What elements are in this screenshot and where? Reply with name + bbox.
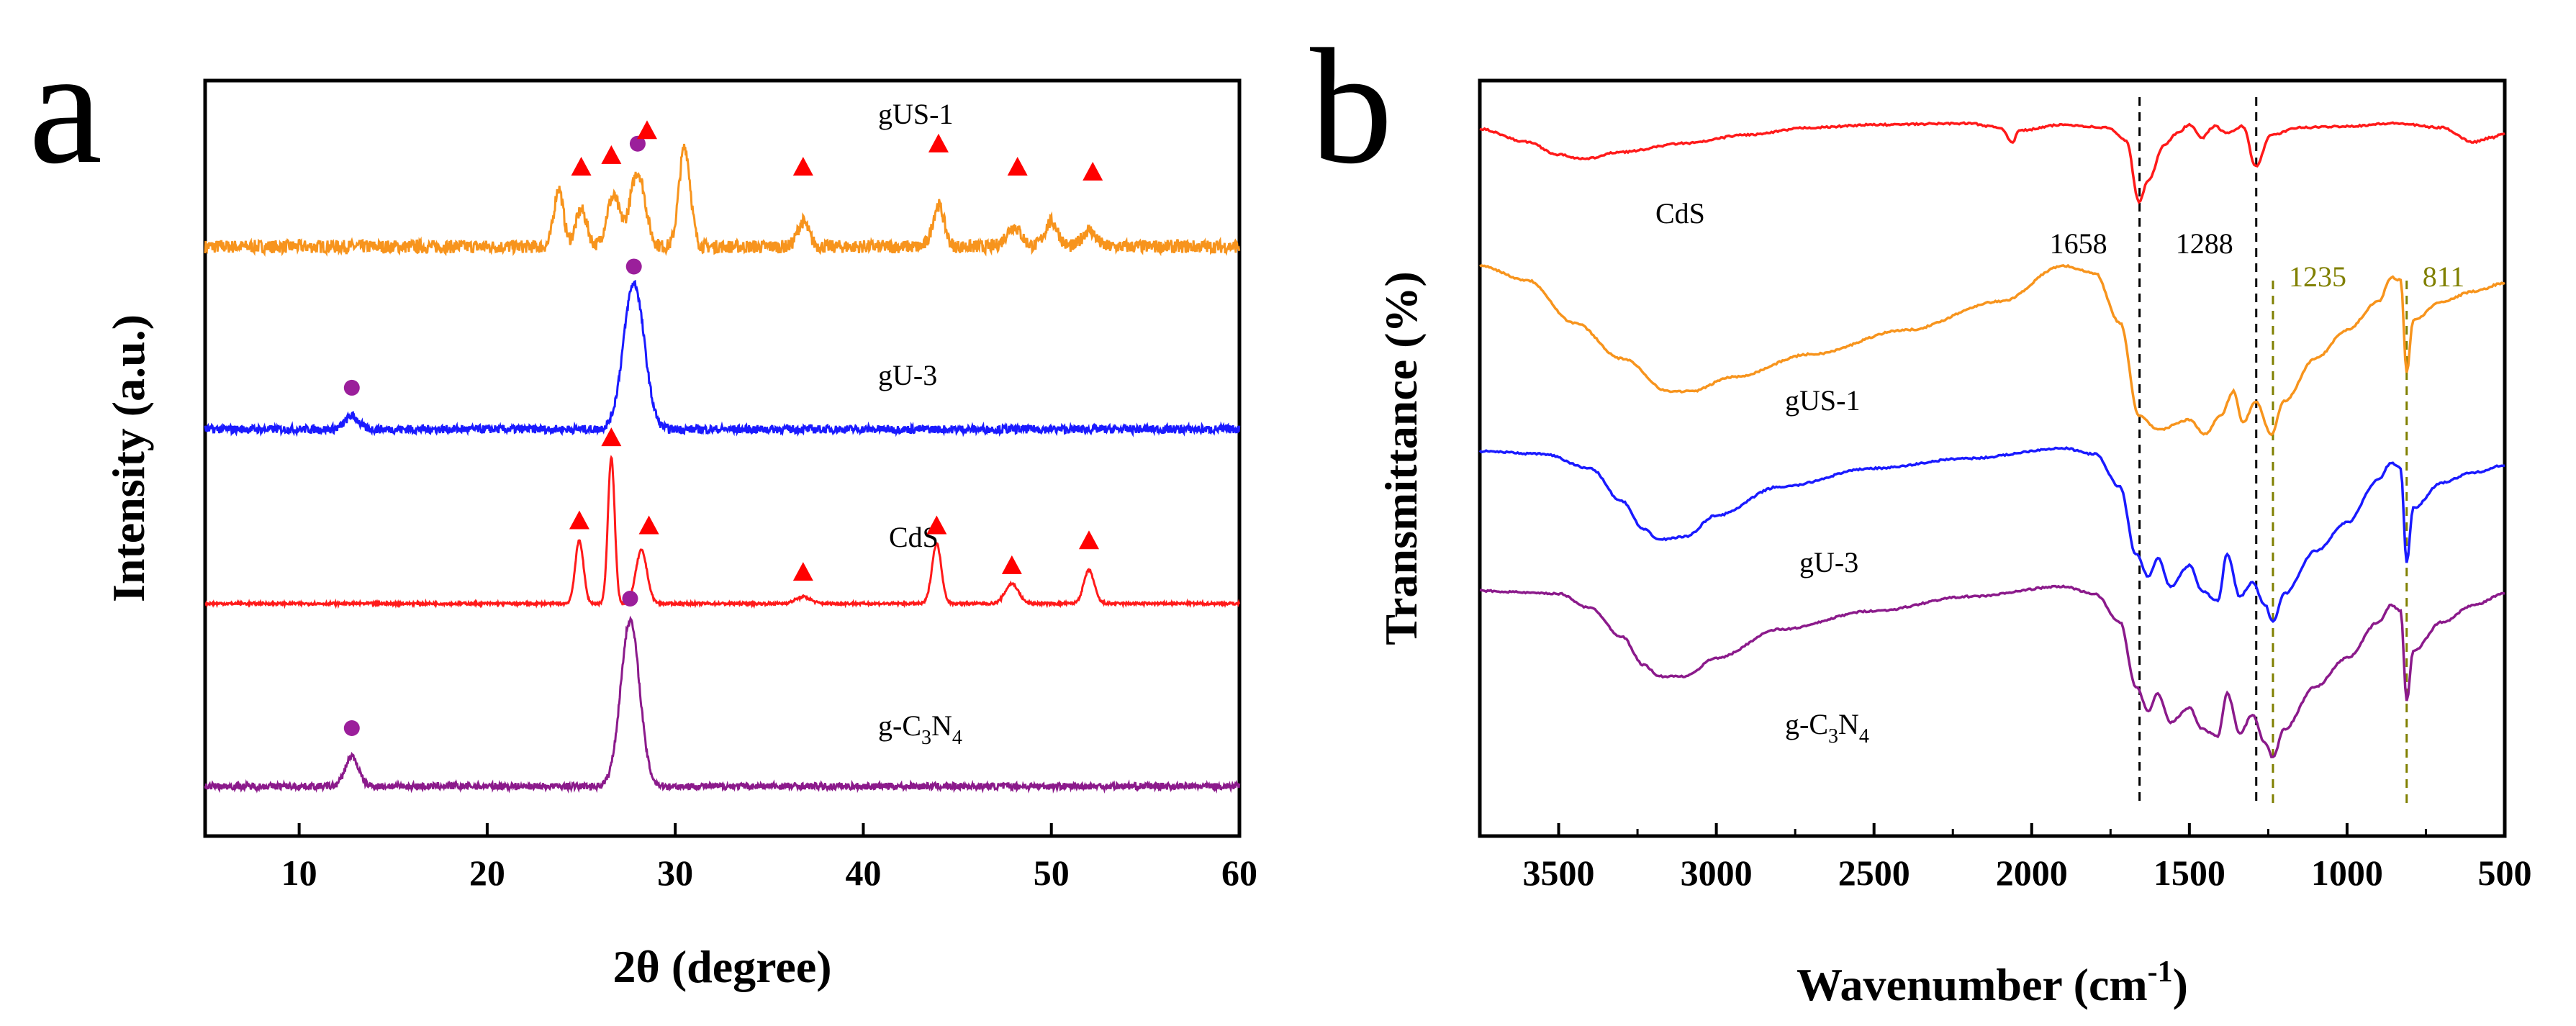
x-tick-label-b: 500 xyxy=(2478,853,2532,893)
cds-peak-marker xyxy=(601,145,622,164)
x-tick-label-a: 10 xyxy=(281,853,317,893)
gcn-peak-marker xyxy=(625,258,642,275)
ftir-series-cds xyxy=(1479,121,2505,205)
peak-label-811: 811 xyxy=(2423,260,2465,293)
cds-peak-marker xyxy=(601,427,622,447)
cds-peak-marker xyxy=(636,120,657,140)
series-label-cds: CdS xyxy=(889,521,939,553)
x-tick-label-a: 40 xyxy=(845,853,881,893)
gcn-peak-marker xyxy=(343,379,360,396)
x-axis-title-a: 2θ (degree) xyxy=(613,941,831,992)
xrd-series-gu-3 xyxy=(204,279,1241,437)
series-label-gus-1: gUS-1 xyxy=(1785,384,1860,417)
panel-a-plot-frame xyxy=(203,78,1242,838)
cds-peak-marker xyxy=(571,157,592,176)
peak-label-1658: 1658 xyxy=(2050,227,2107,260)
cds-peak-marker xyxy=(792,157,813,176)
x-tick-label-a: 50 xyxy=(1034,853,1070,893)
panel-a: 10 20 30 40 50 60 2θ (degree) Intensity (a.u.) g… xyxy=(103,78,1257,992)
cds-peak-marker xyxy=(638,515,659,535)
y-axis-title-b: Transmittance (%) xyxy=(1375,271,1427,645)
x-tick-label-b: 2000 xyxy=(1996,853,2068,893)
gcn-peak-marker xyxy=(629,135,646,152)
cds-peak-marker xyxy=(926,515,947,535)
ftir-series-gus-1 xyxy=(1479,263,2505,437)
cds-peak-marker xyxy=(792,562,813,581)
cds-peak-marker xyxy=(569,510,589,530)
x-axis-title-b: Wavenumber (cm-1) xyxy=(1797,955,2188,1010)
series-label-gus-1: gUS-1 xyxy=(878,98,953,130)
series-label-cds: CdS xyxy=(1655,197,1705,230)
x-tick-label-b: 3000 xyxy=(1681,853,1753,893)
cds-peak-marker xyxy=(1083,161,1103,181)
ftir-series-g-c3n4 xyxy=(1479,584,2505,758)
series-label-gu-3: gU-3 xyxy=(878,359,937,391)
panel-b-letter: b xyxy=(1310,14,1393,198)
x-tick-label-b: 3500 xyxy=(1523,853,1595,893)
panel-a-letter: a xyxy=(29,14,102,198)
panel-b: 3500 3000 2500 2000 1500 1000 500 Wavenumber (c… xyxy=(1375,78,2532,1010)
x-tick-label-a: 20 xyxy=(469,853,505,893)
peak-label-1288: 1288 xyxy=(2176,227,2233,260)
series-label-gu-3: gU-3 xyxy=(1799,546,1858,578)
gcn-peak-marker xyxy=(622,591,638,607)
y-axis-title-a: Intensity (a.u.) xyxy=(103,314,154,602)
x-tick-label-a: 60 xyxy=(1221,853,1257,893)
xrd-series-cds xyxy=(204,455,1241,609)
peak-label-1235: 1235 xyxy=(2289,260,2346,293)
xrd-series-g-c3n4 xyxy=(204,615,1241,794)
gcn-peak-marker xyxy=(343,720,360,736)
cds-peak-marker xyxy=(1078,530,1099,550)
series-label-g-c3n4: g-C3N4 xyxy=(878,709,962,749)
xrd-series-gus-1 xyxy=(204,143,1241,258)
x-tick-label-b: 2500 xyxy=(1838,853,1910,893)
series-label-g-c3n4: g-C3N4 xyxy=(1785,708,1869,748)
ftir-series-gu-3 xyxy=(1478,446,2505,624)
cds-peak-marker xyxy=(928,133,949,153)
cds-peak-marker xyxy=(1001,555,1022,574)
x-tick-label-a: 30 xyxy=(657,853,693,893)
x-tick-label-b: 1000 xyxy=(2311,853,2383,893)
panel-b-plot-frame xyxy=(1478,78,2507,838)
cds-peak-marker xyxy=(1007,157,1028,176)
x-tick-label-b: 1500 xyxy=(2154,853,2225,893)
